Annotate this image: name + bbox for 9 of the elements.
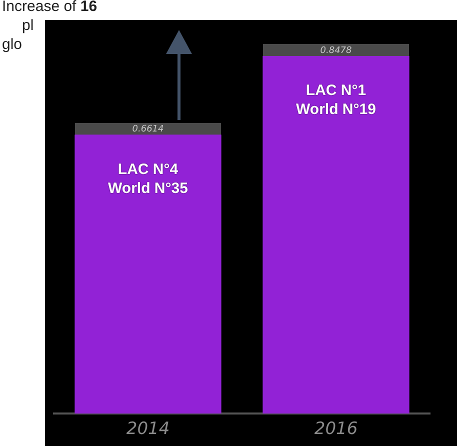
x-tick-label: 2014 [126,419,170,440]
data-label: 0.8478 [320,46,352,56]
data-label: 0.6614 [132,124,164,134]
annotation: LAC N°1 World N°19 [296,82,376,118]
text: Increase of 16 [2,0,98,15]
text: pl [22,17,34,34]
text: glo [2,36,22,53]
x-tick-label: 2016 [314,419,358,440]
annotation: LAC N°4 World N°35 [108,160,188,197]
